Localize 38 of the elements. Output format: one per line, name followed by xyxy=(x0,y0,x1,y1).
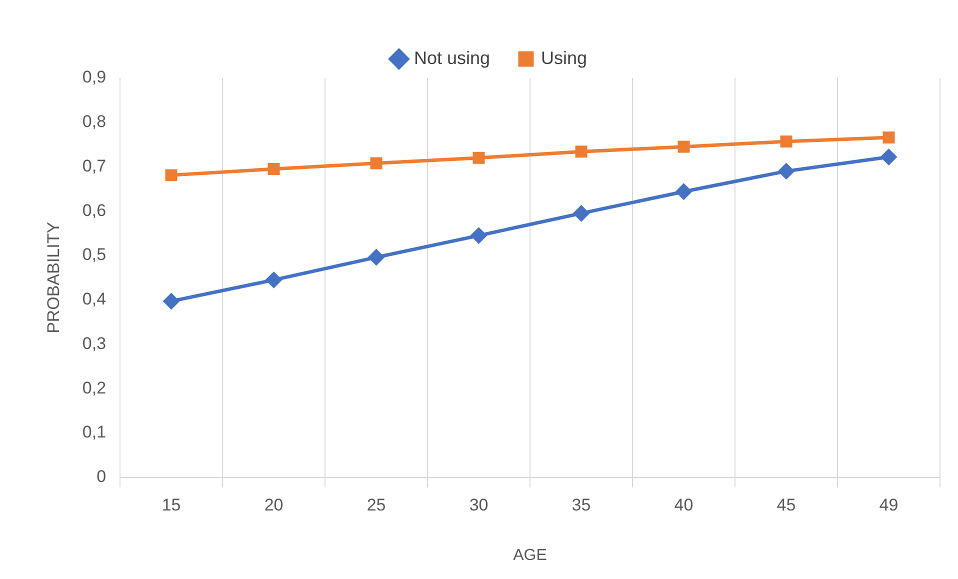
point xyxy=(370,157,382,170)
point xyxy=(574,206,590,222)
x-tick-label: 49 xyxy=(879,495,898,514)
point xyxy=(368,250,384,266)
y-tick-label: 0,2 xyxy=(82,378,106,398)
y-tick-label: 0,4 xyxy=(82,290,106,309)
point xyxy=(881,149,896,165)
point xyxy=(266,272,282,288)
x-tick-label: 40 xyxy=(674,495,694,514)
y-tick-label: 0,1 xyxy=(82,422,106,442)
point xyxy=(268,162,280,175)
point xyxy=(472,152,485,164)
y-tick-label: 0,7 xyxy=(82,156,106,176)
x-tick-label: 35 xyxy=(572,495,591,514)
x-tick-label: 25 xyxy=(366,495,386,514)
point xyxy=(471,228,487,244)
y-tick-label: 0,9 xyxy=(82,68,106,87)
legend-label: Not using xyxy=(414,48,490,68)
point xyxy=(882,131,895,144)
x-axis-title: AGE xyxy=(513,546,547,564)
x-tick-label: 15 xyxy=(162,495,181,514)
y-tick-label: 0,5 xyxy=(82,245,106,264)
y-tick-label: 0,3 xyxy=(82,334,106,353)
point xyxy=(575,146,588,158)
legend-label: Using xyxy=(541,48,588,68)
x-tick-label: 30 xyxy=(469,495,488,514)
point xyxy=(678,140,690,153)
x-tick-label: 20 xyxy=(264,495,284,514)
x-tick-label: 45 xyxy=(776,495,796,514)
y-tick-label: 0,8 xyxy=(82,112,106,132)
y-axis-title: PROBABILITY xyxy=(44,222,63,334)
y-tick-label: 0 xyxy=(96,467,106,486)
point xyxy=(676,184,692,200)
point xyxy=(164,293,180,309)
y-tick-label: 0,6 xyxy=(82,200,106,220)
point xyxy=(165,169,178,182)
point xyxy=(780,135,792,148)
point xyxy=(778,163,794,179)
